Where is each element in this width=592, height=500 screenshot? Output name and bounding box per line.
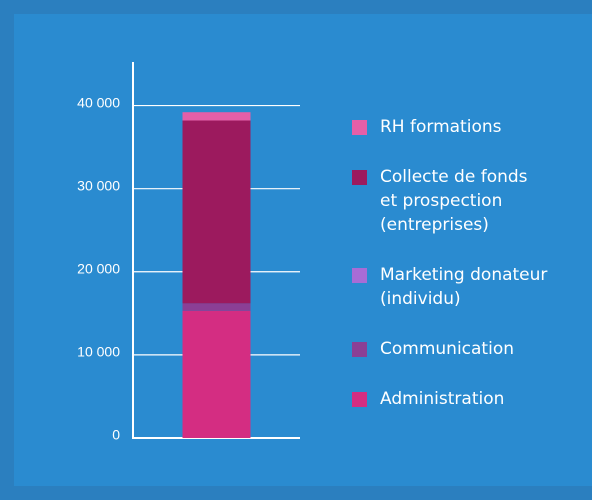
bar-segment xyxy=(182,112,251,121)
panel xyxy=(14,14,592,486)
legend-label: Administration xyxy=(380,389,505,409)
legend-label: RH formations xyxy=(380,117,502,137)
legend-swatch xyxy=(352,342,367,357)
y-tick-label: 30 000 xyxy=(77,177,120,193)
legend-entry: Collecte de fonds et prospection (entrep… xyxy=(352,165,552,237)
legend-entry: Communication xyxy=(352,337,552,361)
legend-entry: Marketing donateur (individu) xyxy=(352,263,552,311)
y-tick-label: 40 000 xyxy=(77,94,120,110)
legend-entry: Administration xyxy=(352,387,552,411)
legend: RH formations Collecte de fonds et prospe… xyxy=(352,115,552,411)
bar-segment xyxy=(182,120,251,304)
bar-segment xyxy=(182,303,251,311)
legend-swatch xyxy=(352,120,367,135)
legend-label: Communication xyxy=(380,339,514,359)
legend-label: Marketing donateur (individu) xyxy=(380,265,548,309)
y-tick-label: 0 xyxy=(112,427,120,443)
bar-segment xyxy=(182,310,251,438)
y-tick-label: 10 000 xyxy=(77,344,120,360)
y-tick-label: 20 000 xyxy=(77,260,120,276)
legend-entry: RH formations xyxy=(352,115,552,139)
legend-swatch xyxy=(352,170,367,185)
legend-swatch xyxy=(352,392,367,407)
legend-swatch xyxy=(352,268,367,283)
legend-label: Collecte de fonds et prospection (entrep… xyxy=(380,167,528,235)
